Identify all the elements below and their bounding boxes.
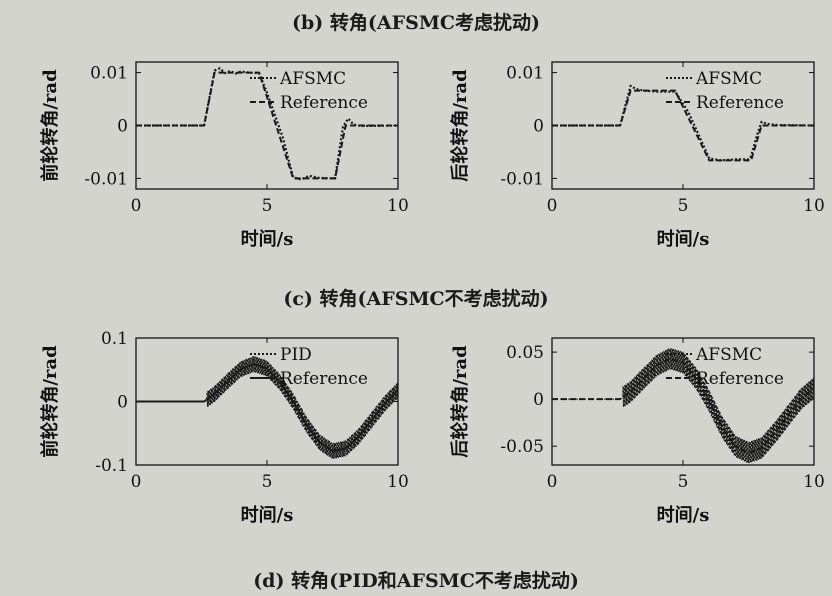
x-tick-label: 10 <box>803 472 825 492</box>
y-tick-label: 0.01 <box>506 64 544 84</box>
x-tick-label: 0 <box>547 472 558 492</box>
y-tick-label: -0.01 <box>84 169 128 189</box>
x-tick-label: 0 <box>131 196 142 216</box>
series-line-pid <box>135 356 399 460</box>
caption-b: (b) 转角(AFSMC考虑扰动) <box>292 12 540 34</box>
y-axis-label: 前轮转角/rad <box>39 345 61 458</box>
caption-d: (d) 转角(PID和AFSMC不考虑扰动) <box>253 570 579 592</box>
y-tick-label: 0 <box>117 117 128 137</box>
series-line-reference <box>136 71 398 180</box>
y-tick-label: 0.01 <box>90 64 128 84</box>
series-line-afsmc <box>552 84 815 162</box>
y-tick-label: -0.1 <box>95 456 128 476</box>
y-tick-label: 0 <box>117 393 128 413</box>
y-tick-label: -0.05 <box>500 437 544 457</box>
y-axis-label: 后轮转角/rad <box>449 345 471 458</box>
x-tick-label: 10 <box>387 472 409 492</box>
x-tick-label: 0 <box>547 196 558 216</box>
y-tick-label: 0 <box>533 117 544 137</box>
series-line-reference <box>552 89 814 162</box>
x-axis-label: 时间/s <box>657 505 710 526</box>
legend-label: AFSMC <box>279 69 346 89</box>
y-tick-label: 0.1 <box>101 329 128 349</box>
legend-label: AFSMC <box>695 69 762 89</box>
series-line-reference <box>552 357 815 454</box>
caption-c: (c) 转角(AFSMC不考虑扰动) <box>283 288 549 310</box>
series-line-afsmc <box>136 67 399 181</box>
x-axis-label: 时间/s <box>657 229 710 250</box>
x-axis-label: 时间/s <box>241 229 294 250</box>
legend-label: Reference <box>696 93 784 113</box>
x-tick-label: 5 <box>262 472 273 492</box>
legend-label: PID <box>280 345 312 365</box>
x-tick-label: 5 <box>678 196 689 216</box>
x-tick-label: 0 <box>131 472 142 492</box>
legend-label: AFSMC <box>695 345 762 365</box>
y-tick-label: 0.05 <box>506 343 544 363</box>
x-tick-label: 5 <box>678 472 689 492</box>
legend-label: Reference <box>280 369 368 389</box>
y-axis-label: 前轮转角/rad <box>39 69 61 182</box>
x-tick-label: 5 <box>262 196 273 216</box>
y-tick-label: -0.01 <box>500 169 544 189</box>
y-axis-label: 后轮转角/rad <box>449 69 471 182</box>
x-tick-label: 10 <box>803 196 825 216</box>
y-tick-label: 0 <box>533 390 544 410</box>
legend-label: Reference <box>280 93 368 113</box>
x-tick-label: 10 <box>387 196 409 216</box>
series-line-reference <box>136 363 399 452</box>
series-line-afsmc <box>551 348 815 464</box>
x-axis-label: 时间/s <box>241 505 294 526</box>
legend-label: Reference <box>696 369 784 389</box>
